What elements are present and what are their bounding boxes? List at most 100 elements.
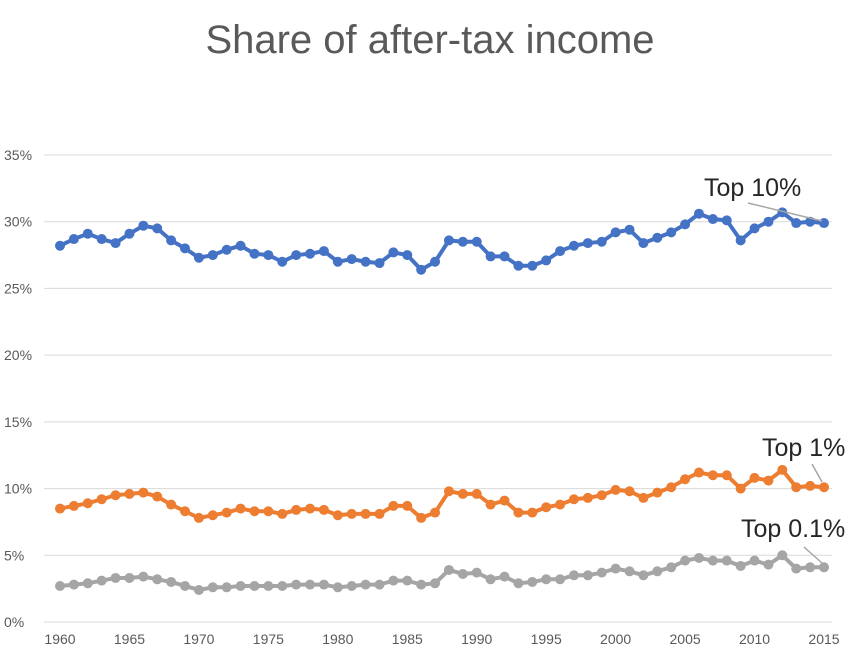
data-point xyxy=(541,255,552,266)
x-tick-label: 2005 xyxy=(670,631,701,647)
data-point xyxy=(443,235,454,246)
data-point xyxy=(541,574,552,585)
data-point xyxy=(680,474,691,485)
data-point xyxy=(638,570,649,581)
data-point xyxy=(777,207,788,218)
data-point xyxy=(180,580,191,591)
data-point xyxy=(249,506,260,517)
x-tick-label: 1960 xyxy=(44,631,75,647)
data-point xyxy=(749,223,760,234)
data-point xyxy=(582,492,593,503)
data-point xyxy=(749,472,760,483)
data-point xyxy=(416,512,427,523)
x-tick-label: 1995 xyxy=(531,631,562,647)
data-point xyxy=(499,495,510,506)
data-point xyxy=(582,570,593,581)
data-point xyxy=(263,580,274,591)
data-point xyxy=(374,579,385,590)
data-point xyxy=(249,580,260,591)
data-point xyxy=(110,238,121,249)
data-point xyxy=(499,251,510,262)
data-point xyxy=(221,507,232,518)
data-point xyxy=(360,579,371,590)
data-point xyxy=(819,218,829,229)
data-point xyxy=(346,508,357,519)
data-point xyxy=(791,563,802,574)
data-point xyxy=(124,572,135,583)
data-point xyxy=(610,227,621,238)
data-point xyxy=(110,490,121,501)
data-point xyxy=(124,488,135,499)
data-point xyxy=(596,567,607,578)
data-point xyxy=(555,246,566,257)
data-point xyxy=(180,243,191,254)
data-point xyxy=(138,220,149,231)
data-point xyxy=(443,486,454,497)
data-point xyxy=(582,238,593,249)
data-point xyxy=(568,240,579,251)
x-tick-label: 2015 xyxy=(808,631,839,647)
data-point xyxy=(360,508,371,519)
data-point xyxy=(513,260,524,271)
data-point xyxy=(402,250,413,261)
data-point xyxy=(610,484,621,495)
data-point xyxy=(124,228,135,239)
data-point xyxy=(68,579,79,590)
y-tick-label: 30% xyxy=(4,214,32,230)
data-point xyxy=(332,510,343,521)
data-point xyxy=(221,244,232,255)
data-point xyxy=(527,507,538,518)
data-point xyxy=(305,248,316,259)
data-point xyxy=(193,252,204,263)
data-point xyxy=(263,506,274,517)
data-point xyxy=(235,240,246,251)
data-point xyxy=(485,251,496,262)
data-point xyxy=(318,504,329,515)
y-tick-label: 5% xyxy=(4,547,24,563)
data-point xyxy=(221,582,232,593)
data-point xyxy=(777,464,788,475)
data-point xyxy=(499,571,510,582)
data-point xyxy=(388,575,399,586)
data-point xyxy=(263,250,274,261)
data-point xyxy=(749,555,760,566)
data-point xyxy=(277,508,288,519)
x-tick-label: 1980 xyxy=(322,631,353,647)
data-point xyxy=(707,214,718,225)
data-point xyxy=(68,500,79,511)
data-point xyxy=(777,550,788,561)
data-point xyxy=(82,578,93,589)
data-point xyxy=(443,564,454,575)
data-point xyxy=(693,208,704,219)
data-point xyxy=(207,510,218,521)
data-point xyxy=(166,235,177,246)
data-point xyxy=(610,563,621,574)
data-point xyxy=(402,500,413,511)
data-point xyxy=(568,494,579,505)
data-point xyxy=(82,498,93,509)
data-point xyxy=(305,579,316,590)
data-point xyxy=(666,227,677,238)
data-point xyxy=(513,507,524,518)
data-point xyxy=(791,218,802,229)
data-point xyxy=(721,470,732,481)
data-point xyxy=(541,502,552,513)
data-point xyxy=(152,491,163,502)
data-point xyxy=(193,512,204,523)
data-point xyxy=(402,575,413,586)
data-point xyxy=(652,487,663,498)
x-tick-label: 2000 xyxy=(600,631,631,647)
data-point xyxy=(388,500,399,511)
data-point xyxy=(707,470,718,481)
data-point xyxy=(207,582,218,593)
x-tick-label: 1975 xyxy=(253,631,284,647)
data-point xyxy=(152,223,163,234)
data-point xyxy=(819,562,829,573)
data-point xyxy=(374,508,385,519)
data-point xyxy=(735,483,746,494)
data-point xyxy=(721,215,732,226)
data-point xyxy=(207,250,218,261)
data-point xyxy=(138,487,149,498)
series-labels: Top 10% Top 1% Top 0.1% xyxy=(704,174,845,564)
leader-line xyxy=(747,202,823,222)
